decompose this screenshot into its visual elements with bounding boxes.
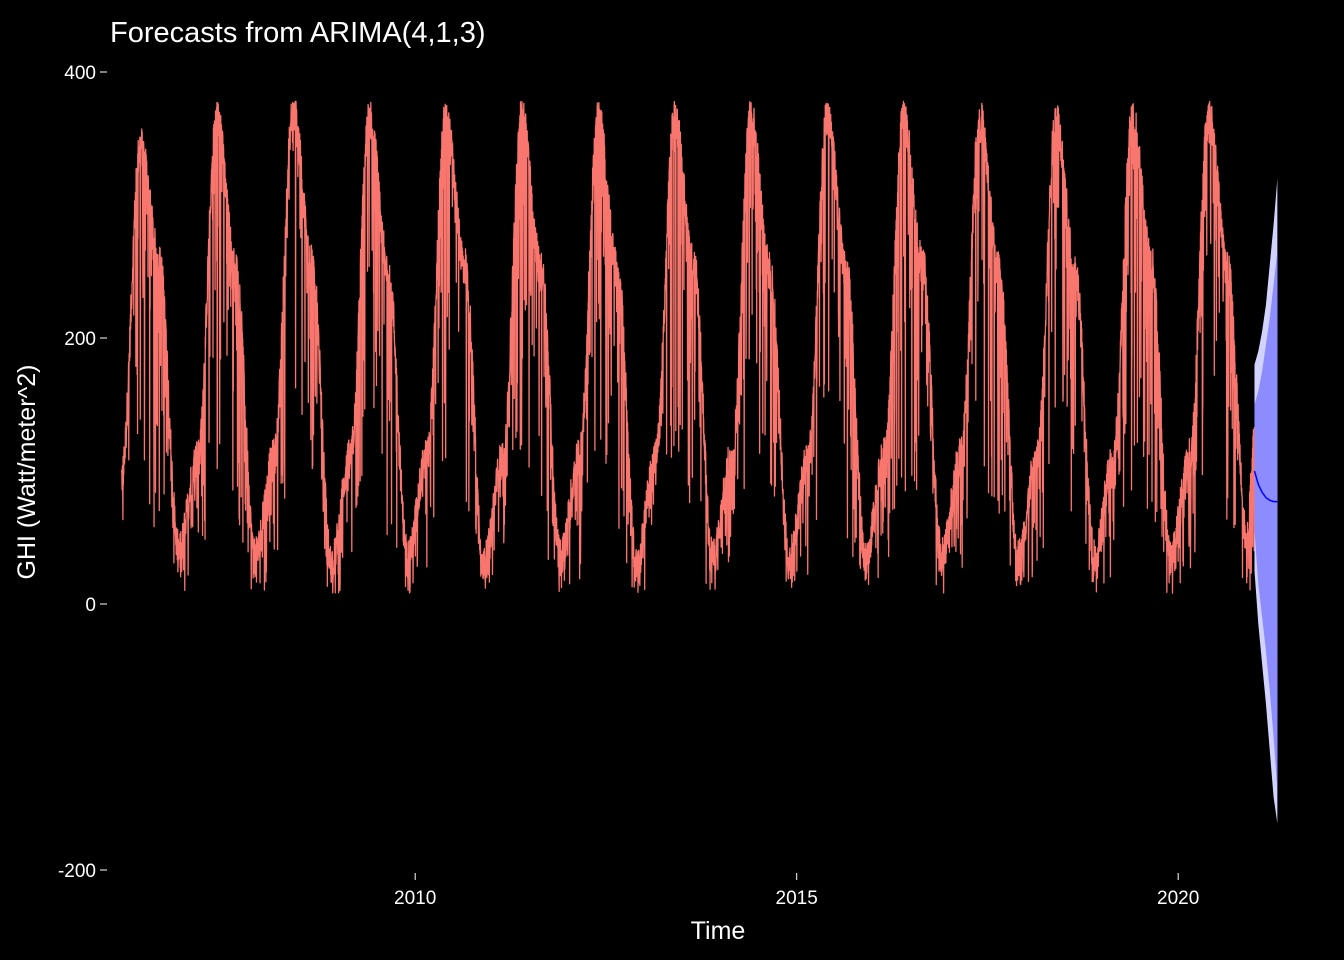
- y-tick-label: 400: [64, 63, 96, 84]
- x-axis-label: Time: [691, 917, 746, 945]
- x-tick-label: 2015: [776, 888, 818, 909]
- observed-series-line: [120, 100, 1256, 594]
- y-tick-label: -200: [58, 861, 96, 882]
- x-tick-label: 2010: [394, 888, 436, 909]
- forecast-interval-80-band: [1254, 251, 1278, 791]
- chart-title: Forecasts from ARIMA(4,1,3): [110, 17, 486, 49]
- x-tick-label: 2020: [1157, 888, 1199, 909]
- y-tick-label: 200: [64, 329, 96, 350]
- x-axis: 2010 2015 2020: [394, 873, 1199, 909]
- y-tick-label: 0: [85, 595, 96, 616]
- y-axis-label: GHI (Watt/meter^2): [13, 365, 41, 580]
- plot-area: [120, 100, 1278, 824]
- y-axis: -200 0 200 400: [58, 63, 107, 882]
- forecast-mean-line: [1253, 470, 1278, 503]
